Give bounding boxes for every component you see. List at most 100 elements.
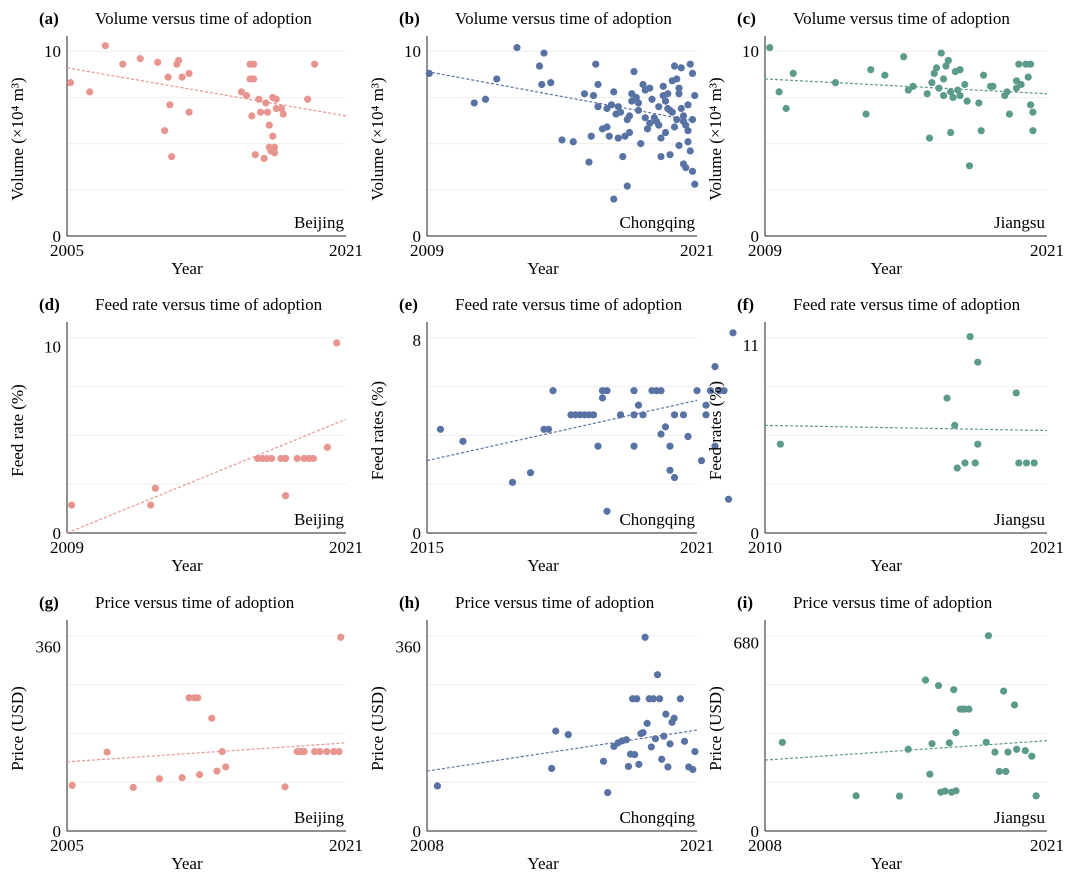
- data-point: [673, 116, 681, 124]
- trend-line: [426, 399, 698, 462]
- data-point: [68, 781, 76, 789]
- data-point: [1029, 127, 1037, 135]
- data-point: [720, 387, 728, 395]
- data-point: [1003, 88, 1011, 96]
- data-point: [941, 787, 949, 795]
- data-point: [619, 152, 627, 161]
- chart-title: Price versus time of adoption: [95, 593, 295, 612]
- x-axis-label: Year: [871, 854, 903, 873]
- data-point: [168, 152, 176, 161]
- data-point: [952, 729, 960, 737]
- data-point: [651, 735, 660, 743]
- y-tick-label: 10: [404, 42, 421, 61]
- data-point: [686, 60, 694, 68]
- panel-i: (i) Price versus time of adoption 0 680 2008…: [706, 593, 1064, 873]
- data-point: [599, 757, 608, 765]
- data-point: [1005, 110, 1014, 118]
- data-point: [1010, 701, 1019, 709]
- data-point: [166, 101, 174, 109]
- data-point: [248, 112, 256, 120]
- chart-title: Feed rate versus time of adoption: [793, 295, 1021, 314]
- data-point: [881, 71, 889, 79]
- trend-line: [66, 742, 347, 763]
- data-point: [679, 112, 688, 120]
- x-tick-label: 2009: [410, 241, 444, 260]
- data-point: [548, 764, 556, 773]
- data-point: [587, 132, 595, 140]
- panel-grid: (a) Volume versus time of adoption 0 10 2005…: [8, 9, 1064, 873]
- x-tick-label: 2010: [748, 538, 782, 557]
- y-tick-label: 0: [53, 227, 62, 246]
- data-point: [655, 121, 663, 129]
- data-point: [635, 760, 643, 768]
- data-point: [666, 442, 674, 450]
- chart-title: Feed rate versus time of adoption: [455, 295, 683, 314]
- data-point: [991, 748, 999, 756]
- data-point: [1029, 108, 1037, 116]
- x-axis-label: Year: [171, 556, 203, 575]
- data-point: [333, 339, 341, 347]
- data-point: [136, 55, 144, 63]
- trend-line: [764, 424, 1048, 432]
- data-point: [989, 82, 997, 90]
- data-point: [129, 783, 137, 792]
- y-tick-label: 10: [44, 338, 61, 357]
- data-point: [185, 108, 193, 116]
- data-point: [909, 82, 917, 90]
- data-point: [337, 633, 345, 641]
- data-point: [963, 97, 971, 105]
- x-axis-label: Year: [871, 259, 903, 278]
- data-point: [256, 108, 265, 116]
- data-point: [603, 507, 611, 515]
- data-point: [323, 443, 331, 451]
- x-tick-label: 2005: [50, 241, 84, 260]
- region-label: Jiangsu: [994, 510, 1046, 529]
- data-point: [940, 91, 948, 100]
- data-point: [436, 425, 445, 433]
- data-point: [953, 464, 961, 472]
- data-point: [1028, 752, 1036, 760]
- data-point: [677, 64, 685, 72]
- data-point: [923, 90, 931, 98]
- x-axis-label: Year: [171, 259, 203, 278]
- data-point: [1022, 459, 1031, 467]
- data-point: [185, 69, 193, 78]
- data-point: [684, 127, 692, 135]
- region-label: Chongqing: [619, 213, 695, 232]
- data-point: [589, 411, 598, 419]
- x-tick-label: 2021: [680, 836, 714, 855]
- y-tick-label: 0: [53, 822, 62, 841]
- data-point: [930, 69, 938, 78]
- data-point: [281, 783, 289, 791]
- data-point: [940, 75, 948, 83]
- data-point: [676, 695, 684, 703]
- data-point: [677, 104, 685, 113]
- data-point: [630, 67, 638, 76]
- data-point: [661, 97, 670, 105]
- data-point: [724, 495, 733, 503]
- data-point: [956, 91, 964, 100]
- data-point: [1004, 748, 1012, 756]
- data-point: [775, 88, 783, 96]
- data-point: [666, 151, 674, 159]
- data-point: [544, 425, 553, 433]
- data-point: [526, 469, 535, 477]
- data-point: [639, 411, 647, 419]
- data-point: [711, 442, 719, 450]
- y-tick-label: 0: [413, 822, 422, 841]
- y-axis-label: Feed rates (%): [368, 381, 387, 480]
- chart-title: Price versus time of adoption: [793, 593, 993, 612]
- x-tick-label: 2015: [410, 538, 444, 557]
- data-point: [251, 151, 259, 159]
- panel-e: (e) Feed rate versus time of adoption 0 8 20…: [368, 295, 737, 575]
- data-point: [702, 411, 710, 419]
- data-point: [195, 771, 204, 779]
- x-tick-label: 2009: [50, 538, 84, 557]
- data-point: [564, 731, 572, 739]
- data-point: [925, 134, 934, 142]
- data-point: [657, 134, 665, 142]
- data-point: [161, 127, 169, 135]
- x-tick-label: 2021: [1030, 538, 1064, 557]
- data-point: [513, 43, 521, 52]
- data-point: [637, 140, 645, 148]
